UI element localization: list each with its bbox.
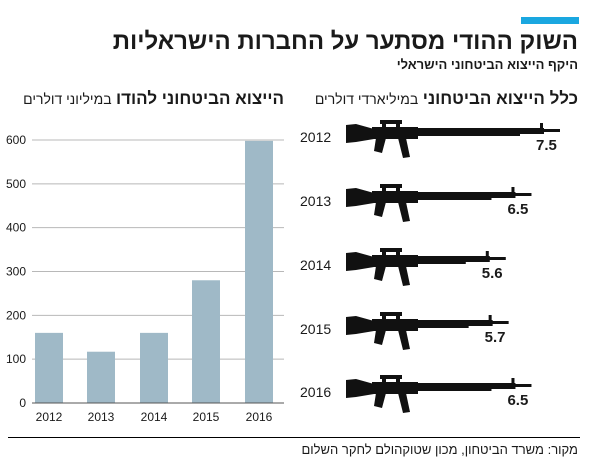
right-chart-header: כלל הייצוא הביטחוני במיליארדי דולרים [315, 89, 578, 109]
gun-value-label: 6.5 [507, 392, 529, 409]
bar-2015 [192, 280, 220, 403]
rifle-icon [346, 312, 511, 357]
rifle-icon [346, 184, 533, 229]
bar-2014 [140, 332, 168, 403]
right-chart-unit: במיליארדי דולרים [314, 91, 419, 107]
x-tick-label: 2012 [36, 410, 63, 424]
y-tick-label: 0 [19, 396, 26, 410]
page-title: השוק ההודי מסתער על החברות הישראליות [112, 28, 578, 55]
left-chart-unit: במיליוני דולרים [23, 91, 112, 107]
y-tick-label: 200 [6, 308, 26, 322]
x-tick-label: 2014 [141, 410, 168, 424]
gun-year-label: 2015 [300, 321, 332, 337]
page-subtitle: היקף הייצוא הביטחוני הישראלי [396, 57, 578, 72]
x-tick-label: 2016 [246, 410, 273, 424]
x-tick-label: 2013 [88, 410, 115, 424]
gun-year-label: 2014 [300, 257, 332, 273]
rifle-icon [346, 120, 562, 165]
footer-divider [8, 437, 580, 438]
gun-value-label: 5.7 [484, 329, 506, 346]
rifle-icon [346, 248, 508, 293]
india-exports-bar-chart: 0 100 200 300 400 500 600 2012 2013 2014 2015 2016 [6, 133, 284, 424]
gun-year-label: 2013 [300, 193, 332, 209]
y-tick-label: 100 [6, 352, 26, 366]
rifle-icon [346, 375, 533, 420]
right-chart-title: כלל הייצוא הביטחוני [422, 89, 578, 108]
y-tick-label: 500 [6, 177, 26, 191]
bar-2013 [87, 351, 115, 403]
left-chart-title: הייצוא הביטחוני להודו [116, 89, 284, 108]
gun-value-label: 5.6 [481, 265, 503, 282]
gun-year-label: 2012 [300, 129, 332, 145]
gun-year-label: 2016 [300, 384, 332, 400]
y-tick-label: 600 [6, 133, 26, 147]
bar-2012 [35, 332, 63, 403]
source-note: מקור: משרד הביטחון, מכון שטוקהולם לחקר ה… [301, 442, 578, 457]
x-tick-label: 2015 [193, 410, 220, 424]
bar-2016 [245, 140, 273, 404]
gun-value-label: 6.5 [507, 201, 529, 218]
y-tick-label: 300 [6, 265, 26, 279]
accent-bar [521, 17, 579, 24]
gun-value-label: 7.5 [536, 137, 557, 154]
left-chart-header: הייצוא הביטחוני להודו במיליוני דולרים [14, 89, 284, 109]
y-tick-label: 400 [6, 221, 26, 235]
